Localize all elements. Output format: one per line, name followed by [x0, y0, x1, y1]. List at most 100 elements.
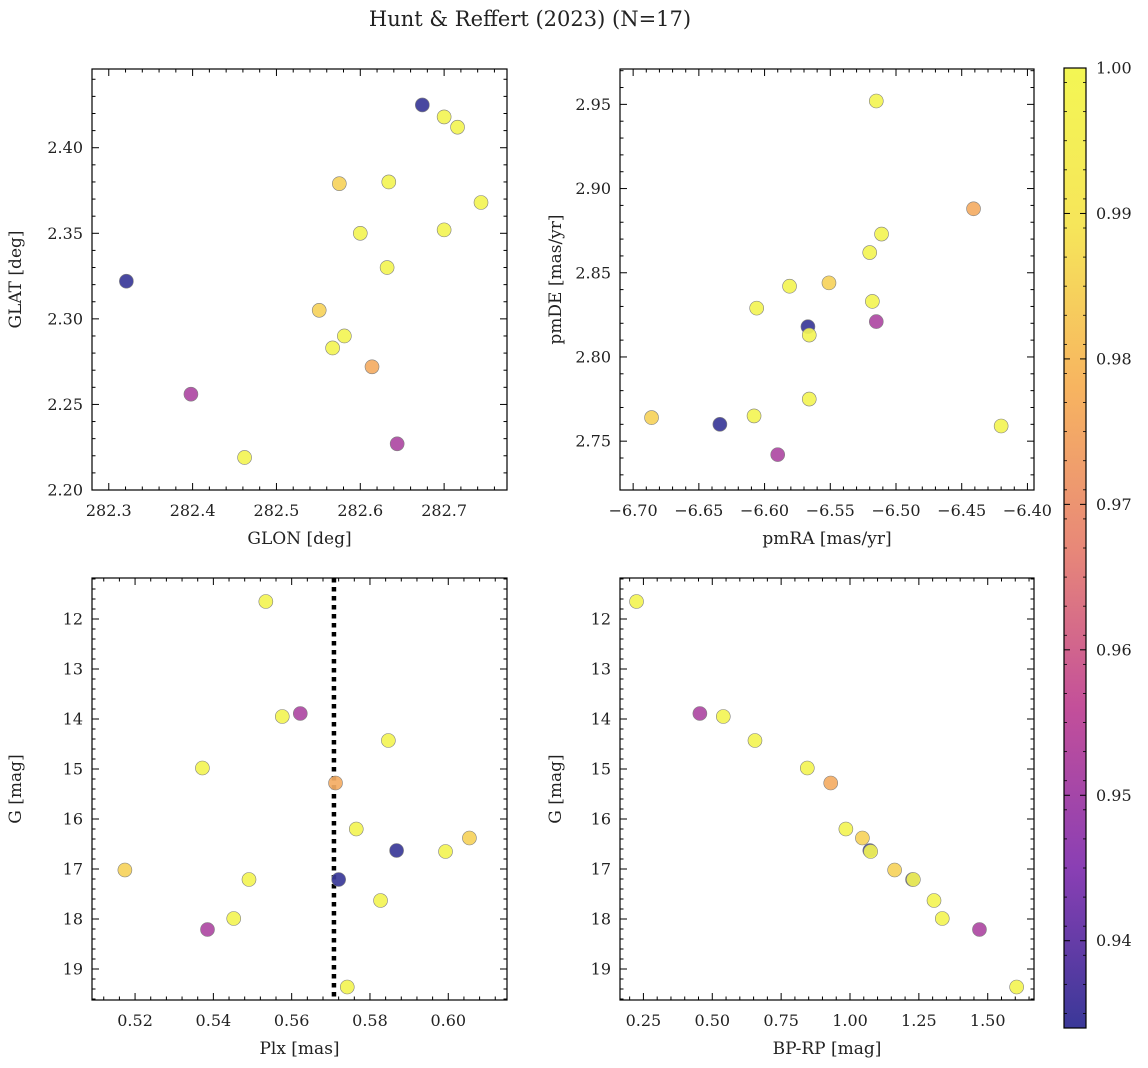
scatter-point — [274, 709, 290, 724]
scatter-point — [821, 275, 837, 291]
x-tick-label: 0.52 — [117, 1011, 153, 1030]
x-tick-label: −6.55 — [806, 501, 855, 520]
scatter-point — [862, 245, 878, 260]
scatter-point — [868, 314, 884, 329]
scatter-point — [331, 872, 346, 887]
subplot-3-points — [117, 594, 477, 995]
subplot-2-frame — [619, 68, 1035, 491]
scatter-point — [462, 830, 477, 846]
colorbar-tick-label: 0.99 — [1096, 204, 1132, 223]
y-tick-label: 2.30 — [47, 309, 83, 328]
scatter-point — [389, 843, 404, 858]
y-tick-label: 2.20 — [47, 481, 83, 500]
subplot-2: −6.70 −6.65 −6.60 −6.55 −6.50 −6.45 −6.40 2.75 2… — [546, 68, 1052, 549]
y-tick-label: 13 — [63, 660, 83, 679]
subplot-1-points — [119, 97, 489, 465]
subplot-2-ticks — [619, 69, 1034, 490]
y-axis-label: GLAT [deg] — [6, 230, 26, 328]
subplot-3-ticks — [92, 578, 507, 1000]
scatter-point — [117, 862, 133, 878]
scatter-point — [436, 109, 452, 125]
scatter-point — [381, 174, 397, 190]
x-tick-label: 1.00 — [832, 1011, 868, 1030]
x-tick-label: 0.58 — [352, 1011, 388, 1030]
scatter-point — [692, 706, 708, 721]
scatter-point — [373, 893, 388, 908]
y-tick-label: 16 — [591, 810, 611, 829]
y-tick-label: 13 — [591, 660, 611, 679]
x-tick-label: 1.50 — [970, 1011, 1006, 1030]
scatter-point — [292, 706, 308, 721]
scatter-point — [325, 340, 340, 356]
y-axis-label: pmDE [mas/yr] — [546, 214, 566, 344]
scatter-point — [237, 450, 252, 465]
scatter-point — [119, 273, 134, 289]
scatter-point — [868, 93, 884, 109]
y-tick-label: 2.90 — [575, 179, 611, 198]
x-tick-label: 282.4 — [170, 501, 216, 520]
y-tick-label: 15 — [63, 760, 83, 779]
scatter-point — [339, 979, 355, 995]
subplot-2-points — [644, 93, 1009, 462]
x-tick-label: 1.25 — [901, 1011, 937, 1030]
scatter-point — [258, 594, 274, 609]
y-tick-label: 19 — [63, 960, 83, 979]
scatter-point — [629, 594, 644, 609]
scatter-point — [801, 327, 817, 343]
scatter-point — [934, 911, 950, 926]
scatter-point — [800, 760, 815, 776]
scatter-point — [332, 176, 347, 191]
y-tick-label: 16 — [63, 810, 83, 829]
x-tick-label: −6.50 — [871, 501, 920, 520]
scatter-point — [450, 119, 465, 135]
y-tick-label: 12 — [63, 610, 83, 629]
scatter-point — [865, 294, 880, 309]
x-axis-label: pmRA [mas/yr] — [762, 529, 891, 549]
subplot-3-frame — [91, 577, 508, 1001]
scatter-point — [381, 733, 396, 748]
scatter-point — [195, 760, 210, 776]
scatter-point — [348, 821, 364, 837]
scatter-point — [823, 775, 839, 791]
x-tick-label: 282.7 — [421, 501, 467, 520]
subplot-1-ticks — [91, 69, 507, 491]
scatter-point — [715, 709, 731, 724]
scatter-point — [644, 410, 659, 425]
y-tick-label: 14 — [63, 710, 83, 729]
scatter-point — [855, 830, 870, 846]
y-tick-label: 17 — [591, 860, 611, 879]
x-tick-label: 0.75 — [763, 1011, 799, 1030]
scatter-point — [226, 911, 242, 926]
y-tick-label: 17 — [63, 860, 83, 879]
colorbar: 0.94 0.95 0.96 0.97 0.98 0.99 1.00 — [1063, 59, 1132, 1029]
x-tick-label: −6.70 — [609, 501, 658, 520]
y-tick-label: 2.35 — [47, 224, 83, 243]
y-tick-label: 19 — [591, 960, 611, 979]
scatter-point — [926, 893, 942, 908]
x-tick-label: 282.6 — [337, 501, 383, 520]
scatter-point — [473, 195, 489, 210]
x-tick-label: −6.40 — [1003, 501, 1052, 520]
x-tick-label: 0.56 — [274, 1011, 310, 1030]
scatter-point — [311, 303, 327, 318]
figure-title: Hunt & Reffert (2023) (N=17) — [369, 7, 691, 31]
y-tick-label: 2.40 — [47, 138, 83, 157]
scatter-point — [200, 922, 215, 937]
scatter-point — [337, 328, 352, 344]
subplot-4-frame — [619, 577, 1035, 1001]
scatter-point — [747, 733, 763, 748]
scatter-point — [801, 391, 817, 407]
x-tick-label: 282.5 — [254, 501, 300, 520]
subplot-1: 282.3 282.4 282.5 282.6 282.7 2.20 2.25 2.30 2.3… — [6, 68, 508, 549]
scatter-point — [746, 408, 762, 424]
x-tick-label: 0.50 — [694, 1011, 730, 1030]
y-tick-label: 18 — [63, 910, 83, 929]
colorbar-tick-label: 1.00 — [1096, 59, 1132, 78]
y-tick-label: 15 — [591, 760, 611, 779]
scatter-point — [389, 436, 405, 452]
colorbar-tick-label: 0.94 — [1096, 931, 1132, 950]
colorbar-gradient-bar — [1064, 68, 1086, 1028]
y-tick-label: 2.85 — [575, 263, 611, 282]
y-tick-label: 18 — [591, 910, 611, 929]
